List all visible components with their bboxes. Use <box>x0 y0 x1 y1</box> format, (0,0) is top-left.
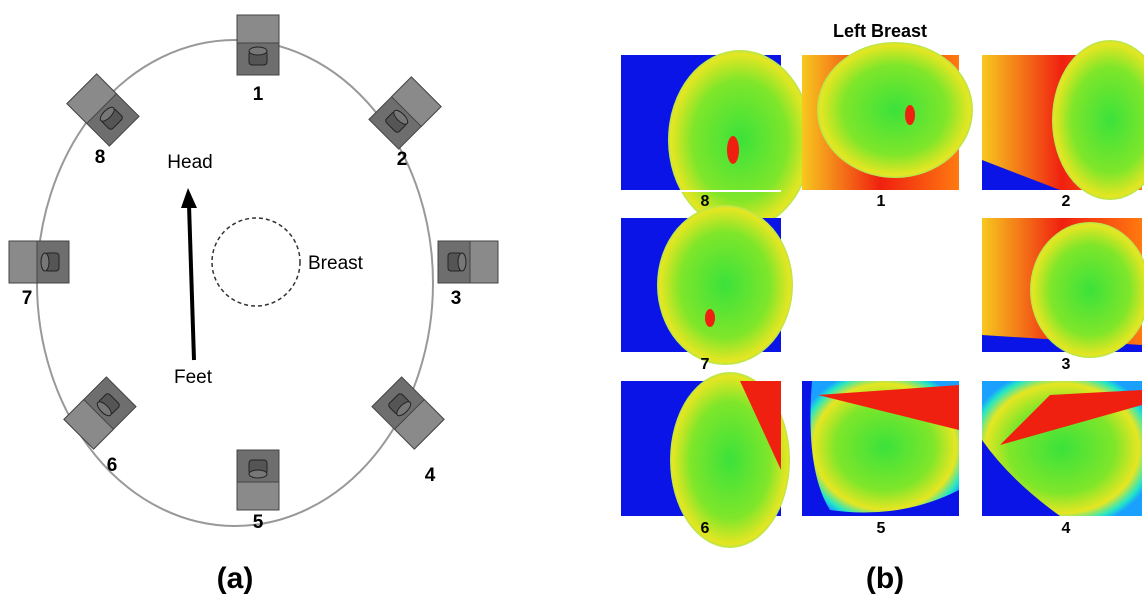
breast-label: Breast <box>308 253 364 274</box>
image-label: 7 <box>701 356 710 373</box>
image-label: 8 <box>701 193 710 210</box>
feet-label: Feet <box>174 367 213 388</box>
camera <box>372 377 444 449</box>
camera-label: 7 <box>22 288 33 309</box>
figure: 1 2 3 4 5 6 7 8 Head Feet Breast (a) Lef… <box>0 0 1144 600</box>
thermal-image <box>802 42 973 190</box>
camera-label: 4 <box>425 465 436 486</box>
camera <box>369 77 441 149</box>
image-label: 5 <box>877 520 886 537</box>
thermal-image <box>982 381 1142 516</box>
camera-label: 3 <box>451 288 462 309</box>
image-label: 6 <box>701 520 710 537</box>
camera <box>237 450 279 510</box>
thermal-image <box>982 40 1144 200</box>
arrow <box>189 205 194 360</box>
panel-title: Left Breast <box>833 21 927 41</box>
camera-label: 8 <box>95 147 106 168</box>
camera <box>64 377 136 449</box>
thermal-image <box>982 218 1144 358</box>
thermal-image <box>802 381 959 516</box>
breast-outline <box>212 218 300 306</box>
head-label: Head <box>167 152 212 173</box>
camera-label: 1 <box>253 84 264 105</box>
camera-label: 5 <box>253 512 264 533</box>
camera <box>9 241 69 283</box>
camera-label: 2 <box>397 149 408 170</box>
camera-label: 6 <box>107 455 118 476</box>
caption: (a) <box>217 562 254 595</box>
thermal-image <box>621 205 793 365</box>
panel-b: Left Breast <box>621 21 1144 595</box>
image-label: 1 <box>877 193 886 210</box>
thermal-image <box>621 50 812 230</box>
image-label: 3 <box>1062 356 1071 373</box>
panel-a: 1 2 3 4 5 6 7 8 Head Feet Breast (a) <box>9 15 498 595</box>
camera <box>237 15 279 75</box>
image-label: 2 <box>1062 193 1071 210</box>
caption: (b) <box>866 562 904 595</box>
arrow-head <box>181 188 197 208</box>
image-label: 4 <box>1062 520 1071 537</box>
camera <box>438 241 498 283</box>
